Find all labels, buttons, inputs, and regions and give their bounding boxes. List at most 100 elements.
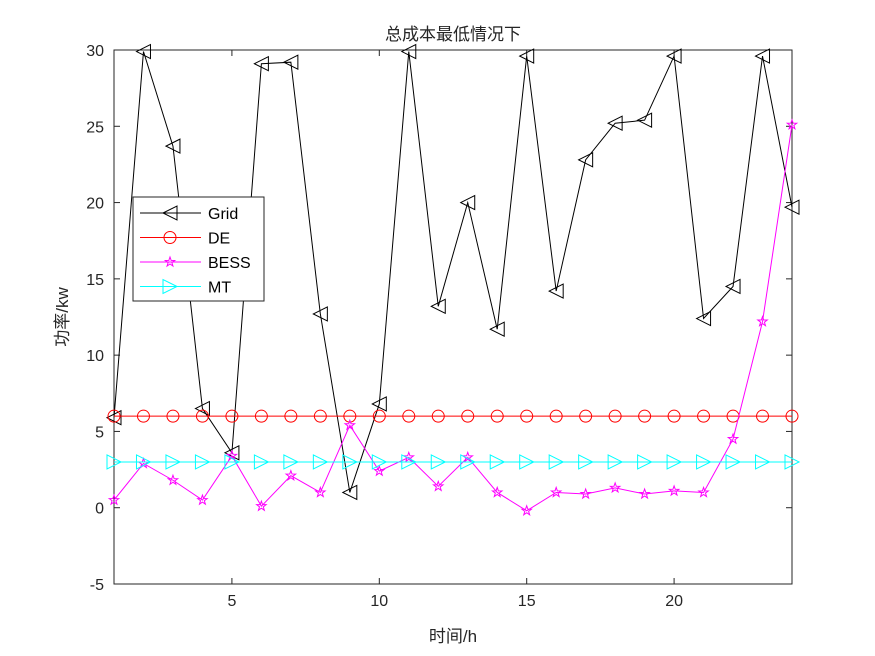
data-point xyxy=(105,409,122,426)
data-point xyxy=(726,432,740,445)
data-point xyxy=(106,454,123,470)
data-point xyxy=(697,409,711,423)
data-point xyxy=(314,485,327,498)
data-point xyxy=(724,278,741,295)
data-point xyxy=(461,409,475,423)
x-tick-label: 10 xyxy=(370,593,388,610)
y-tick-label: 5 xyxy=(95,424,104,441)
data-point xyxy=(432,479,445,492)
data-point xyxy=(161,205,178,221)
data-point xyxy=(196,493,209,506)
data-point xyxy=(785,118,799,131)
series-grid xyxy=(105,43,800,501)
data-point xyxy=(163,255,177,268)
y-tick-label: 15 xyxy=(86,272,104,289)
data-point xyxy=(402,450,415,463)
x-tick-label: 15 xyxy=(518,593,536,610)
data-point xyxy=(136,409,150,423)
data-point xyxy=(194,400,210,417)
data-point xyxy=(519,454,535,470)
data-point xyxy=(194,454,211,470)
data-point xyxy=(402,409,416,423)
data-point xyxy=(696,454,712,470)
data-point xyxy=(637,454,653,470)
data-point xyxy=(225,409,239,423)
data-point xyxy=(282,54,299,71)
data-point xyxy=(784,454,801,470)
data-point xyxy=(461,450,474,463)
data-point xyxy=(579,409,593,423)
data-point xyxy=(401,454,417,470)
data-point xyxy=(667,409,681,423)
data-point xyxy=(490,409,504,423)
data-point xyxy=(195,409,209,423)
y-axis-label: 功率/kw xyxy=(53,287,72,347)
data-point xyxy=(371,454,388,470)
y-tick-label: -5 xyxy=(90,577,104,594)
y-tick-label: 10 xyxy=(86,348,104,365)
data-point xyxy=(253,55,269,72)
data-point xyxy=(431,409,445,423)
legend-item-bess: BESS xyxy=(140,255,251,272)
data-point xyxy=(520,504,533,517)
legend-label: DE xyxy=(208,231,230,248)
data-point xyxy=(636,112,653,128)
legend-label: BESS xyxy=(208,255,251,272)
data-point xyxy=(667,484,681,497)
data-point xyxy=(343,409,357,423)
data-point xyxy=(756,315,769,327)
data-point xyxy=(135,43,151,60)
data-point xyxy=(579,487,592,500)
data-point xyxy=(371,396,387,412)
data-point xyxy=(638,409,652,423)
data-point xyxy=(313,409,327,423)
plot-area xyxy=(113,49,793,585)
data-point xyxy=(695,310,712,327)
legend-item-de: DE xyxy=(140,231,230,248)
data-point xyxy=(163,231,177,244)
data-point xyxy=(607,454,624,470)
data-point xyxy=(785,409,799,423)
data-point xyxy=(430,454,447,470)
data-point xyxy=(754,48,771,64)
legend-label: MT xyxy=(208,280,231,297)
data-point xyxy=(518,48,535,64)
data-point xyxy=(756,409,770,423)
data-point xyxy=(548,454,565,470)
series-line xyxy=(113,124,793,512)
y-tick-label: 20 xyxy=(86,196,104,213)
data-point xyxy=(697,485,710,498)
y-tick-label: 30 xyxy=(86,43,104,60)
data-point xyxy=(665,48,682,64)
data-point xyxy=(107,409,121,423)
data-point xyxy=(489,454,506,470)
data-point xyxy=(578,454,594,470)
data-point xyxy=(549,485,563,498)
x-tick-label: 20 xyxy=(665,593,683,610)
data-point xyxy=(608,409,622,423)
data-point xyxy=(283,454,299,470)
data-point xyxy=(459,194,476,211)
data-point xyxy=(312,454,329,470)
legend-item-mt: MT xyxy=(140,278,231,297)
series-mt xyxy=(106,454,801,470)
data-point xyxy=(342,454,358,470)
data-point xyxy=(254,409,268,423)
data-point xyxy=(400,43,417,60)
data-point xyxy=(489,321,505,338)
data-point xyxy=(312,306,328,322)
data-point xyxy=(725,454,742,470)
data-point xyxy=(284,469,298,481)
series-line xyxy=(113,51,793,493)
data-point xyxy=(548,283,564,299)
data-point xyxy=(225,449,239,462)
y-tick-label: 0 xyxy=(95,501,104,518)
data-point xyxy=(460,454,476,470)
data-point xyxy=(162,278,179,295)
data-point xyxy=(253,454,270,470)
data-point xyxy=(372,409,386,423)
data-point xyxy=(520,409,534,423)
data-point xyxy=(755,454,771,470)
data-point xyxy=(164,138,181,154)
